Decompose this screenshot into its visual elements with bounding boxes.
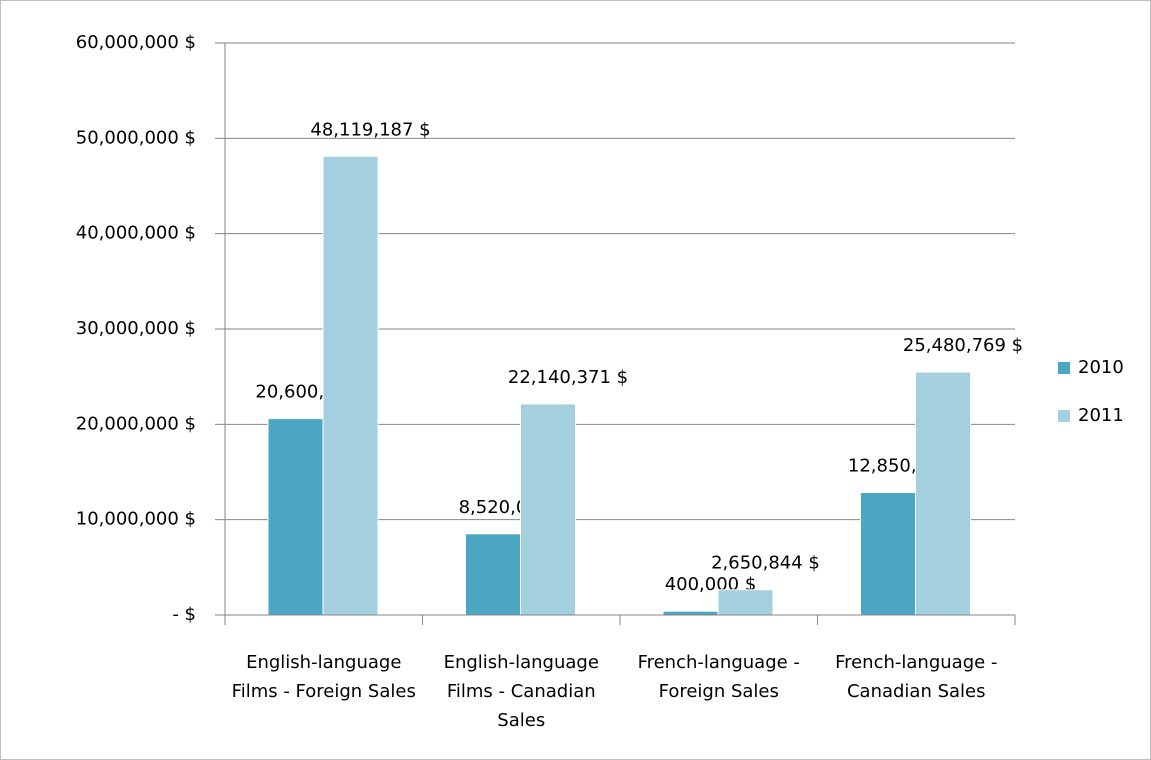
bar: [717, 589, 774, 616]
data-label: 48,119,187 $: [310, 119, 430, 140]
bar: [465, 533, 521, 616]
bar: [520, 403, 576, 616]
y-tick-label: 60,000,000 $: [76, 32, 196, 53]
legend-swatch: [1058, 410, 1070, 422]
data-label: 2,650,844 $: [711, 553, 820, 574]
y-tick-label: 40,000,000 $: [76, 223, 196, 244]
x-tick-label: French-language - Canadian Sales: [835, 652, 998, 702]
y-tick-label: 30,000,000 $: [76, 318, 196, 339]
legend-label: 2010: [1078, 357, 1124, 378]
data-label: 22,140,371 $: [508, 367, 628, 388]
y-tick-label: - $: [172, 604, 196, 625]
y-tick-label: 50,000,000 $: [76, 127, 196, 148]
y-tick-label: 20,000,000 $: [76, 413, 196, 434]
y-tick-label: 10,000,000 $: [76, 509, 196, 530]
legend-swatch: [1058, 362, 1070, 374]
bar: [662, 610, 719, 616]
data-label: 25,480,769 $: [903, 335, 1023, 356]
legend-label: 2011: [1078, 405, 1124, 426]
bar: [322, 155, 379, 616]
x-tick-label: English-language Films - Canadian Sales: [443, 652, 599, 731]
bar: [860, 491, 916, 616]
x-tick-label: French-language - Foreign Sales: [637, 652, 800, 702]
x-tick-label: English-language Films - Foreign Sales: [231, 652, 416, 702]
bar: [267, 418, 324, 616]
bar: [915, 371, 971, 616]
